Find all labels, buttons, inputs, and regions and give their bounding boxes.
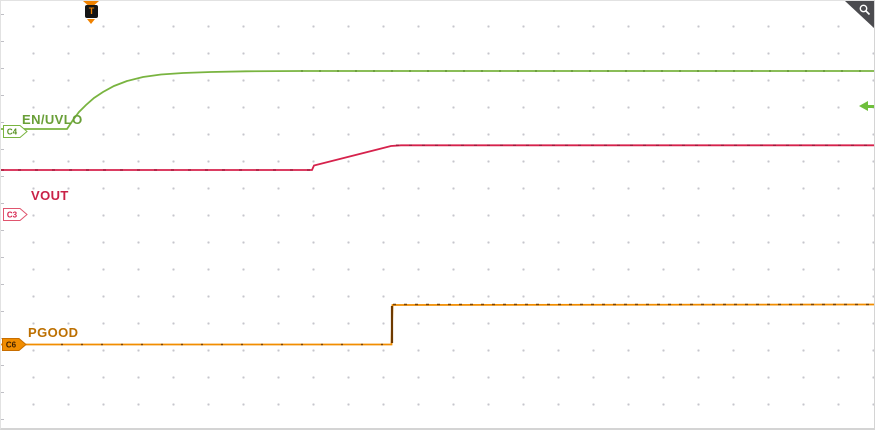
magnifier-icon bbox=[859, 4, 871, 16]
channel-badge-c4-shape bbox=[3, 125, 28, 138]
channel-badge-c6-shape bbox=[2, 338, 27, 351]
trigger-level-arrow-tail bbox=[867, 105, 874, 108]
trigger-time-marker[interactable]: T bbox=[85, 5, 98, 18]
channel-badge-c3-shape bbox=[3, 208, 28, 221]
trace-label-vout: VOUT bbox=[31, 188, 69, 203]
channel-badge-c4-label: C4 bbox=[7, 128, 18, 137]
trace-en-uvlo bbox=[1, 70, 874, 130]
channel-badge-c4[interactable]: C4 bbox=[3, 125, 28, 138]
trigger-level-arrow[interactable] bbox=[859, 101, 868, 111]
trace-vout bbox=[1, 144, 874, 171]
channel-badge-c6[interactable]: C6 bbox=[2, 338, 27, 351]
trace-pgood bbox=[1, 303, 874, 346]
trigger-time-marker-arrow bbox=[83, 1, 99, 8]
channel-badge-c3-label: C3 bbox=[7, 211, 18, 220]
trigger-time-marker-tip bbox=[87, 19, 95, 24]
channel-badge-c3[interactable]: C3 bbox=[3, 208, 28, 221]
channel-badge-c6-label: C6 bbox=[6, 341, 17, 350]
trace-label-pgood: PGOOD bbox=[28, 325, 79, 340]
left-edge-ticks bbox=[1, 14, 4, 428]
trace-label-en-uvlo: EN/UVLO bbox=[22, 112, 83, 127]
